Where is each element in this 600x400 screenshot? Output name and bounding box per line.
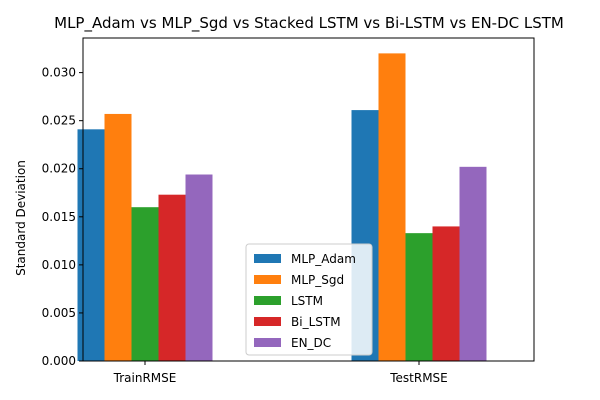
legend-swatch	[254, 296, 281, 305]
bar-mlp-sgd-trainrmse	[104, 113, 132, 361]
legend-label: MLP_Sgd	[291, 273, 344, 287]
bar-bi-lstm-testrmse	[432, 226, 460, 361]
x-axis: TrainRMSE TestRMSE	[113, 361, 448, 385]
bar-en-dc-trainrmse	[185, 174, 213, 361]
y-tick-label: 0.000	[42, 354, 76, 368]
legend-label: LSTM	[291, 294, 323, 308]
legend-swatch	[254, 254, 281, 263]
legend-label: Bi_LSTM	[291, 315, 341, 329]
legend-swatch	[254, 317, 281, 326]
bar-lstm-trainrmse	[131, 207, 159, 361]
legend-label: EN_DC	[291, 336, 331, 350]
y-tick-label: 0.010	[42, 258, 76, 272]
x-tick-label: TrainRMSE	[113, 371, 177, 385]
y-axis: 0.000 0.005 0.010 0.015 0.020 0.025 0.030	[42, 66, 83, 368]
bar-en-dc-testrmse	[459, 166, 487, 361]
chart-title: MLP_Adam vs MLP_Sgd vs Stacked LSTM vs B…	[54, 14, 564, 33]
bar-lstm-testrmse	[405, 233, 433, 361]
y-axis-label: Standard Deviation	[14, 160, 28, 276]
x-tick-label: TestRMSE	[389, 371, 448, 385]
legend-swatch	[254, 275, 281, 284]
legend-swatch	[254, 338, 281, 347]
legend: MLP_Adam MLP_Sgd LSTM Bi_LSTM EN_DC	[245, 243, 373, 356]
legend-box	[245, 243, 373, 356]
y-tick-label: 0.005	[42, 306, 76, 320]
bar-bi-lstm-trainrmse	[158, 194, 186, 361]
bar-mlp-adam-trainrmse	[77, 129, 105, 361]
y-tick-label: 0.025	[42, 114, 76, 128]
y-tick-label: 0.020	[42, 162, 76, 176]
bar-mlp-sgd-testrmse	[378, 53, 406, 361]
legend-label: MLP_Adam	[291, 252, 356, 266]
bar-group	[77, 53, 487, 361]
y-tick-label: 0.015	[42, 210, 76, 224]
y-tick-label: 0.030	[42, 66, 76, 80]
plot-frame	[82, 37, 535, 362]
